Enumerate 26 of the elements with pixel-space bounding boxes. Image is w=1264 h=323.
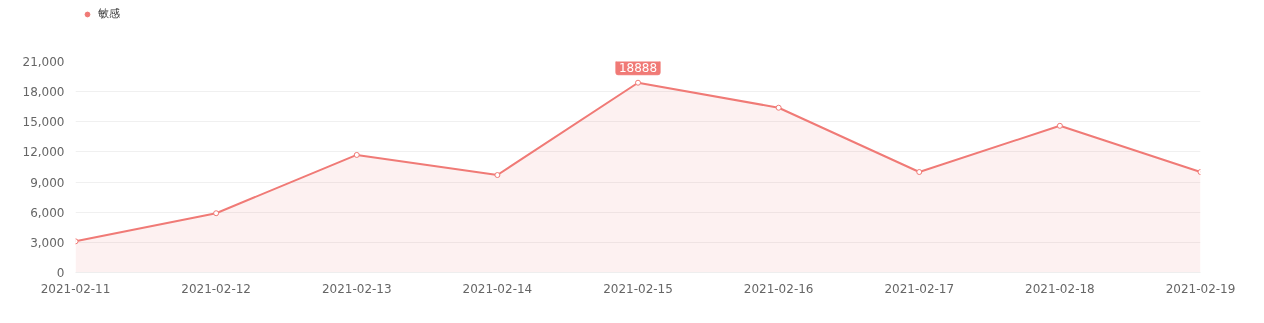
- x-tick-label: 2021-02-12: [181, 281, 252, 296]
- y-tick-label: 9,000: [30, 175, 65, 190]
- data-label: 18888: [618, 60, 658, 75]
- point: [494, 172, 501, 179]
- point: [1056, 122, 1063, 129]
- x-tick-label: 2021-02-16: [743, 281, 814, 296]
- y-tick-label: 6,000: [30, 205, 65, 220]
- y-tick-label: 15,000: [22, 115, 65, 130]
- y-tick-label: 18,000: [22, 85, 65, 100]
- x-tick-label: 2021-02-17: [884, 281, 955, 296]
- legend-label: 敏感: [98, 6, 120, 21]
- point: [213, 210, 220, 217]
- point: [916, 169, 923, 176]
- y-tick-label: 3,000: [30, 235, 65, 250]
- x-tick-label: 2021-02-15: [603, 281, 673, 296]
- x-tick-label: 2021-02-19: [1165, 281, 1236, 296]
- x-tick-label: 2021-02-11: [40, 281, 111, 296]
- y-tick-label: 0: [56, 266, 65, 280]
- point: [353, 151, 360, 158]
- point: [775, 104, 782, 111]
- x-tick-label: 2021-02-14: [462, 281, 533, 296]
- x-tick-label: 2021-02-13: [321, 281, 392, 296]
- y-tick-label: 21,000: [22, 55, 65, 69]
- x-tick-label: 2021-02-18: [1025, 281, 1095, 296]
- y-tick-label: 12,000: [22, 145, 65, 160]
- point: [635, 79, 641, 86]
